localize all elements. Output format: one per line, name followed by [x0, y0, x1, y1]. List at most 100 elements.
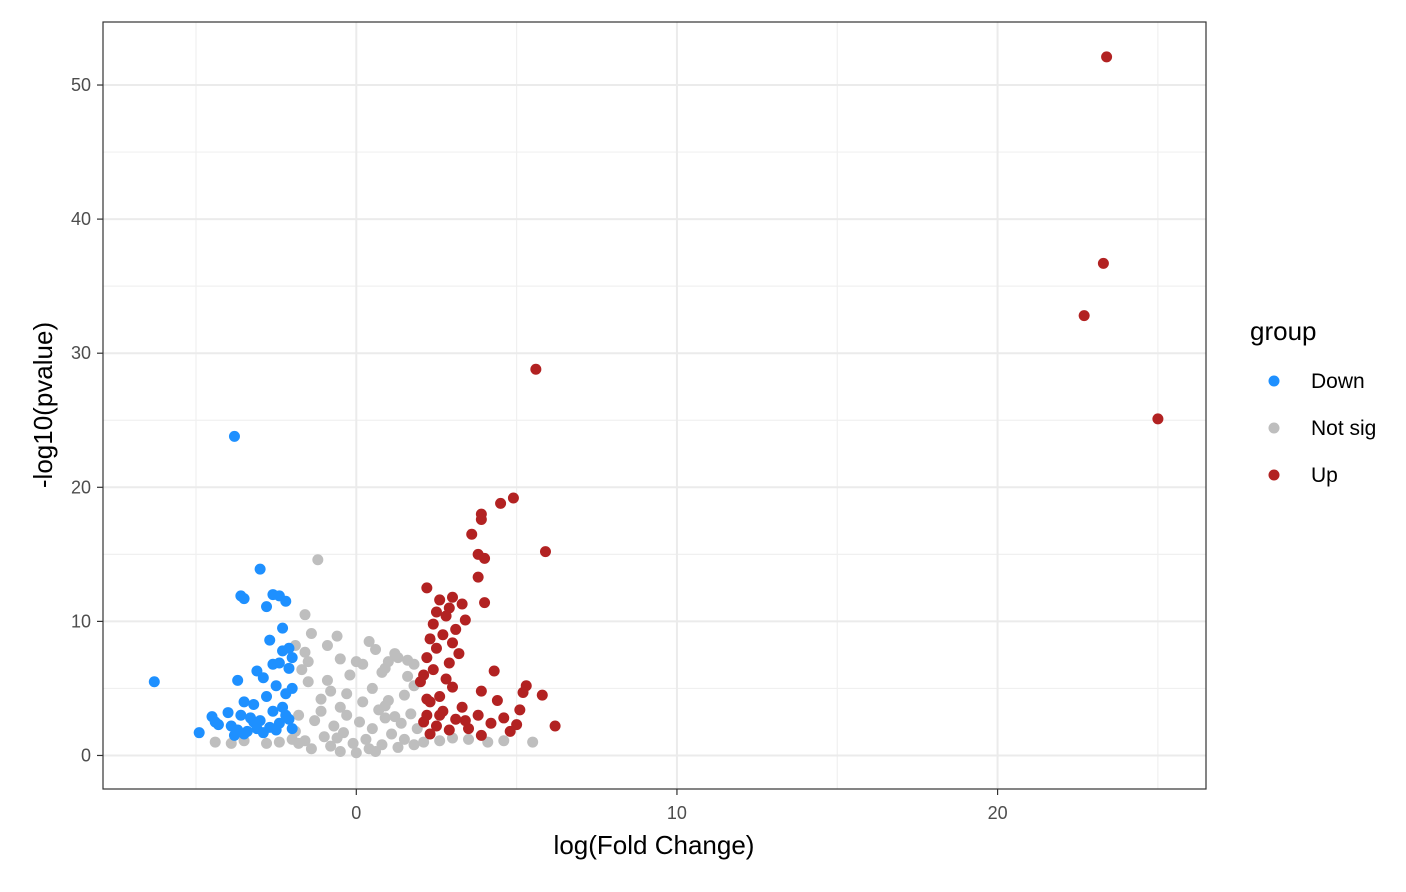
- point-up: [491, 695, 503, 706]
- point-not-sig: [302, 656, 314, 668]
- point-not-sig: [309, 715, 321, 727]
- point-not-sig: [325, 685, 337, 697]
- point-up: [549, 720, 561, 732]
- point-not-sig: [347, 737, 359, 749]
- point-not-sig: [325, 740, 337, 752]
- point-not-sig: [392, 652, 404, 664]
- y-axis-title: -log10(pvalue): [28, 322, 58, 488]
- point-up: [517, 686, 529, 698]
- point-not-sig: [405, 708, 417, 720]
- point-up: [443, 724, 455, 736]
- x-tick-label: 10: [667, 803, 687, 823]
- point-down: [238, 728, 250, 740]
- point-down: [277, 645, 289, 657]
- point-up: [459, 614, 471, 626]
- point-up: [1101, 51, 1113, 63]
- point-down: [270, 680, 282, 692]
- point-not-sig: [341, 688, 353, 700]
- point-up: [504, 725, 516, 737]
- point-up: [421, 693, 433, 705]
- point-not-sig: [321, 674, 333, 686]
- point-up: [437, 629, 449, 641]
- point-up: [446, 637, 458, 649]
- point-up: [421, 582, 433, 594]
- point-not-sig: [315, 705, 327, 717]
- y-tick-label: 20: [71, 477, 91, 497]
- point-down: [228, 430, 240, 442]
- grid-lines: [103, 22, 1206, 789]
- point-not-sig: [357, 658, 369, 670]
- point-up: [414, 676, 426, 688]
- point-up: [495, 497, 507, 509]
- point-not-sig: [498, 735, 510, 747]
- point-up: [459, 715, 471, 727]
- point-not-sig: [209, 736, 221, 748]
- point-not-sig: [389, 711, 401, 723]
- point-not-sig: [360, 733, 372, 745]
- point-not-sig: [354, 716, 366, 728]
- point-not-sig: [331, 732, 343, 744]
- point-not-sig: [341, 709, 353, 721]
- point-up: [514, 704, 526, 716]
- point-up: [479, 597, 491, 609]
- point-not-sig: [305, 627, 317, 639]
- point-not-sig: [286, 733, 298, 745]
- point-not-sig: [328, 720, 340, 732]
- point-not-sig: [318, 731, 330, 743]
- point-down: [148, 676, 160, 688]
- point-not-sig: [305, 743, 317, 755]
- point-not-sig: [370, 644, 382, 656]
- point-not-sig: [408, 739, 420, 751]
- point-down: [212, 719, 224, 731]
- legend-key-up: [1268, 469, 1280, 481]
- legend-label-not-sig: Not sig: [1311, 417, 1376, 440]
- point-up: [498, 712, 510, 724]
- point-not-sig: [315, 693, 327, 705]
- point-down: [193, 727, 205, 739]
- point-up: [1152, 413, 1164, 425]
- y-tick-label: 10: [71, 611, 91, 631]
- point-up: [443, 657, 455, 669]
- point-down: [222, 707, 234, 719]
- point-up: [440, 673, 452, 685]
- y-tick-label: 0: [81, 745, 91, 765]
- point-up: [472, 571, 484, 583]
- point-up: [539, 546, 551, 558]
- point-down: [254, 563, 266, 575]
- point-not-sig: [296, 664, 308, 676]
- point-not-sig: [408, 658, 420, 670]
- x-tick-label: 20: [988, 803, 1008, 823]
- point-down: [286, 652, 298, 664]
- point-not-sig: [366, 723, 378, 735]
- point-not-sig: [334, 745, 346, 757]
- point-down: [257, 727, 269, 739]
- point-down: [267, 705, 279, 717]
- x-axis-title: log(Fold Change): [554, 830, 755, 860]
- point-up: [485, 717, 497, 729]
- point-not-sig: [379, 700, 391, 712]
- point-down: [280, 595, 292, 607]
- point-down: [232, 674, 244, 686]
- point-down: [277, 622, 289, 634]
- point-not-sig: [434, 735, 446, 747]
- point-not-sig: [402, 670, 414, 682]
- point-down: [273, 657, 285, 669]
- point-up: [434, 709, 446, 721]
- y-tick-label: 50: [71, 75, 91, 95]
- point-down: [286, 682, 298, 694]
- point-up: [450, 713, 462, 725]
- y-tick-label: 30: [71, 343, 91, 363]
- point-up: [430, 606, 442, 618]
- point-down: [248, 716, 260, 728]
- point-not-sig: [398, 689, 410, 701]
- point-down: [280, 709, 292, 721]
- point-up: [450, 623, 462, 635]
- point-not-sig: [376, 666, 388, 678]
- point-up: [479, 552, 491, 564]
- point-up: [421, 652, 433, 664]
- point-not-sig: [527, 736, 539, 748]
- point-up: [530, 363, 542, 375]
- point-up: [434, 594, 446, 606]
- data-points: [148, 51, 1164, 759]
